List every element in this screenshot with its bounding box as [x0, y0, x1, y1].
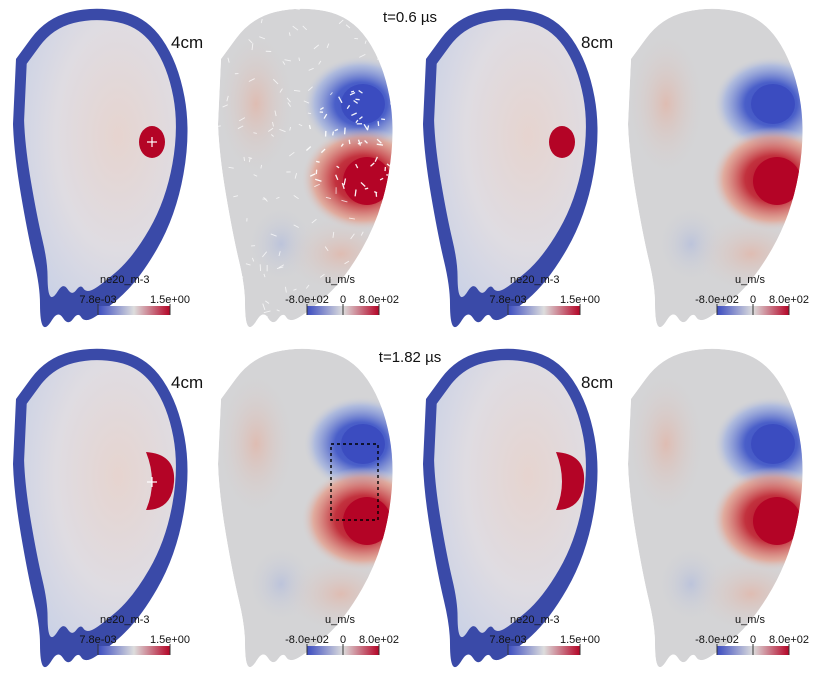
colorbar-title: ne20_m-3: [100, 274, 150, 286]
colorbar-gradient: [98, 306, 170, 315]
colorbar: u_m/s -8.0e+02 8.0e+02 0: [285, 274, 399, 315]
pellet-blob: [146, 452, 175, 510]
density-panel: 4cm ne20_m-3 7.8e-03 1.5e+00: [13, 348, 203, 668]
colorbar-title: ne20_m-3: [510, 274, 560, 286]
time-label: t=1.82 µs: [379, 349, 441, 366]
colorbar-min: 7.8e-03: [489, 294, 526, 306]
colorbar-min: -8.0e+02: [695, 634, 739, 646]
size-label: 8cm: [581, 33, 613, 52]
colorbar-mid: 0: [750, 294, 756, 306]
pellet-marker-icon: [147, 477, 157, 487]
plasma-core: [24, 360, 176, 638]
colorbar-max: 1.5e+00: [150, 294, 190, 306]
colorbar-min: 7.8e-03: [489, 634, 526, 646]
density-panel: 8cm ne20_m-3 7.8e-03 1.5e+00: [423, 8, 613, 328]
colorbar: u_m/s -8.0e+02 8.0e+02 0: [285, 614, 399, 655]
zoom-region-box: [330, 443, 379, 521]
pellet-blob: [556, 452, 585, 510]
velocity-panel: u_m/s -8.0e+02 8.0e+02 0: [628, 348, 809, 668]
colorbar-max: 8.0e+02: [359, 634, 399, 646]
colorbar-title: ne20_m-3: [510, 614, 560, 626]
colorbar-mid: 0: [750, 634, 756, 646]
pellet-blob: [549, 126, 575, 158]
colorbar-min: -8.0e+02: [285, 294, 329, 306]
colorbar-title: u_m/s: [735, 274, 765, 286]
colorbar-mid: 0: [340, 634, 346, 646]
colorbar: ne20_m-3 7.8e-03 1.5e+00: [79, 614, 190, 655]
time-label: t=0.6 µs: [383, 9, 437, 26]
row-0: t=0.6 µs 4cm ne20_m-3 7.8e-03 1.5e+00 u_m/s -8…: [13, 8, 809, 328]
colorbar-max: 8.0e+02: [769, 294, 809, 306]
colorbar-title: u_m/s: [735, 614, 765, 626]
velocity-panel: u_m/s -8.0e+02 8.0e+02 0: [218, 8, 399, 328]
pellet-marker-icon: [147, 137, 157, 147]
velocity-field: [218, 8, 393, 328]
plasma-core: [24, 20, 176, 298]
colorbar-min: -8.0e+02: [285, 634, 329, 646]
colorbar-max: 1.5e+00: [560, 294, 600, 306]
density-panel: 4cm ne20_m-3 7.8e-03 1.5e+00: [13, 8, 203, 328]
colorbar: ne20_m-3 7.8e-03 1.5e+00: [489, 274, 600, 315]
colorbar-gradient: [508, 646, 580, 655]
colorbar-max: 1.5e+00: [150, 634, 190, 646]
colorbar-title: u_m/s: [325, 614, 355, 626]
size-label: 4cm: [171, 33, 203, 52]
colorbar-min: 7.8e-03: [79, 294, 116, 306]
velocity-panel: u_m/s -8.0e+02 8.0e+02 0: [218, 348, 399, 668]
velocity-field: [628, 8, 803, 328]
colorbar-title: ne20_m-3: [100, 614, 150, 626]
colorbar-gradient: [508, 306, 580, 315]
density-panel: 8cm ne20_m-3 7.8e-03 1.5e+00: [423, 348, 613, 668]
colorbar-mid: 0: [340, 294, 346, 306]
colorbar-min: -8.0e+02: [695, 294, 739, 306]
colorbar-max: 8.0e+02: [769, 634, 809, 646]
plasma-core: [434, 20, 586, 298]
row-1: t=1.82 µs 4cm ne20_m-3 7.8e-03 1.5e+00 u_m/s -…: [13, 348, 809, 668]
size-label: 4cm: [171, 373, 203, 392]
velocity-field: [218, 348, 393, 668]
colorbar-max: 8.0e+02: [359, 294, 399, 306]
colorbar: ne20_m-3 7.8e-03 1.5e+00: [79, 274, 190, 315]
plasma-core: [434, 360, 586, 638]
colorbar-gradient: [98, 646, 170, 655]
colorbar: u_m/s -8.0e+02 8.0e+02 0: [695, 274, 809, 315]
colorbar: ne20_m-3 7.8e-03 1.5e+00: [489, 614, 600, 655]
colorbar: u_m/s -8.0e+02 8.0e+02 0: [695, 614, 809, 655]
colorbar-max: 1.5e+00: [560, 634, 600, 646]
size-label: 8cm: [581, 373, 613, 392]
colorbar-min: 7.8e-03: [79, 634, 116, 646]
colorbar-title: u_m/s: [325, 274, 355, 286]
velocity-panel: u_m/s -8.0e+02 8.0e+02 0: [628, 8, 809, 328]
velocity-field: [628, 348, 803, 668]
